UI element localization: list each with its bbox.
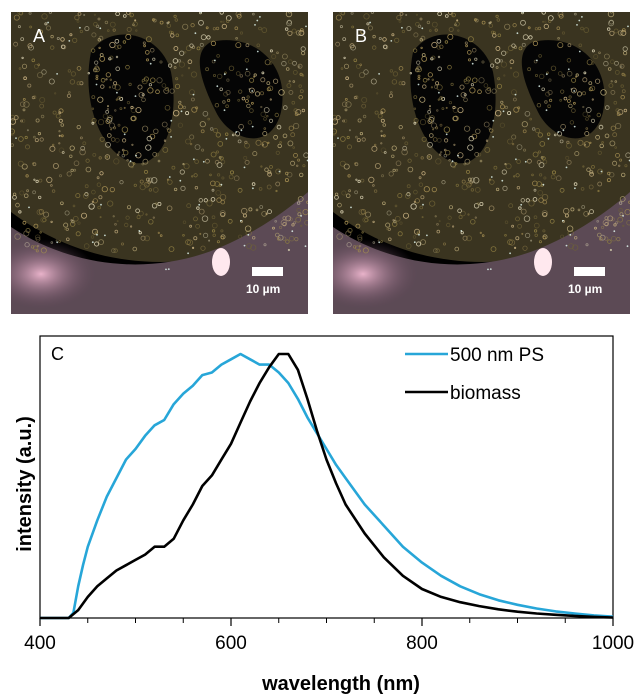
x-tick-label: 600 — [215, 633, 247, 654]
x-tick-label: 800 — [406, 633, 438, 654]
x-axis-title: wavelength (nm) — [261, 673, 420, 694]
scale-bar-line-b — [574, 267, 605, 276]
scale-bar-a: 10 µm — [246, 267, 296, 303]
series-line-biomass — [40, 352, 614, 620]
bright-spot — [534, 248, 552, 276]
y-axis-title: intensity (a.u.) — [14, 416, 36, 552]
scale-bar-label-b: 10 µm — [568, 282, 603, 296]
particle-texture — [333, 12, 630, 271]
panel-label-a: A — [33, 26, 46, 46]
series-line-ps — [40, 352, 614, 620]
panel-label-b: B — [355, 26, 368, 46]
micrograph-panel-b: B 10 µm — [333, 12, 630, 314]
x-tick-label: 400 — [24, 633, 56, 654]
x-tick-label: 1000 — [592, 633, 634, 654]
legend-label: biomass — [450, 383, 521, 404]
particle-texture — [11, 12, 308, 271]
legend-label: 500 nm PS — [450, 345, 544, 366]
pink-glow — [333, 239, 418, 309]
scale-bar-line-a — [252, 267, 283, 276]
chart-legend: 500 nm PS biomass — [405, 345, 544, 404]
dark-cavity — [199, 40, 283, 139]
dark-cavity — [88, 34, 174, 164]
scale-bar-label-a: 10 µm — [246, 282, 281, 296]
panel-label-c: C — [51, 344, 64, 364]
micrograph-panel-a: A 10 µm — [11, 12, 308, 314]
micrograph-image-a — [11, 12, 308, 314]
spectrum-chart-panel: 400 600 800 1000 C 500 nm PS biomass wavelen… — [0, 318, 638, 694]
spectrum-chart: 400 600 800 1000 C 500 nm PS biomass wavelen… — [14, 335, 634, 694]
dark-cavity — [410, 34, 496, 164]
micrograph-image-b — [333, 12, 630, 314]
pink-glow — [11, 239, 96, 309]
scale-bar-b: 10 µm — [568, 267, 618, 303]
dark-cavity — [521, 40, 605, 139]
plot-frame — [39, 335, 614, 619]
bright-spot — [212, 248, 230, 276]
